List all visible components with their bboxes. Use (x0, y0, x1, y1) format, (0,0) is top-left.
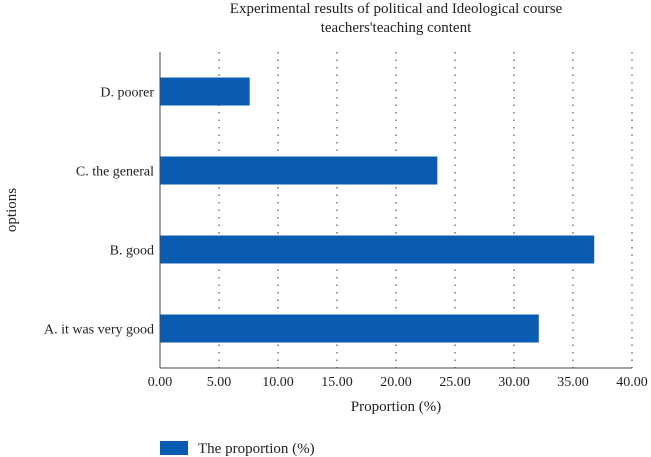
bar (160, 235, 595, 264)
x-tick-label: 30.00 (498, 375, 530, 390)
x-tick-label: 15.00 (321, 375, 353, 390)
legend: The proportion (%) (160, 441, 315, 457)
bar (160, 314, 539, 343)
x-tick-label: 5.00 (207, 375, 232, 390)
axes (159, 52, 632, 369)
x-tick-label: 25.00 (439, 375, 471, 390)
x-axis-ticks: 0.00 5.00 10.00 15.00 20.00 25.00 30.00 35.00 40… (148, 375, 648, 390)
y-tick-label: C. the general (76, 165, 154, 180)
x-axis-label: Proportion (%) (351, 399, 441, 415)
chart-title-line-1: Experimental results of political and Id… (230, 1, 563, 17)
chart-title: Experimental results of political and Id… (230, 1, 563, 36)
y-axis-label: options (4, 188, 20, 232)
legend-swatch (160, 441, 188, 455)
bar (160, 77, 250, 106)
bar (160, 156, 438, 185)
y-axis-ticks: A. it was very good B. good C. the general… (44, 86, 154, 338)
x-tick-label: 10.00 (262, 375, 294, 390)
x-tick-label: 20.00 (380, 375, 412, 390)
chart-title-line-2: teachers'teaching content (321, 20, 472, 36)
y-tick-label: D. poorer (100, 86, 154, 101)
x-tick-label: 35.00 (557, 375, 589, 390)
y-tick-label: B. good (110, 244, 154, 259)
x-tick-label: 0.00 (148, 375, 173, 390)
legend-label: The proportion (%) (198, 441, 315, 457)
y-tick-label: A. it was very good (44, 323, 154, 338)
bars (160, 77, 595, 343)
x-tick-label: 40.00 (616, 375, 648, 390)
grid-lines (218, 52, 633, 368)
